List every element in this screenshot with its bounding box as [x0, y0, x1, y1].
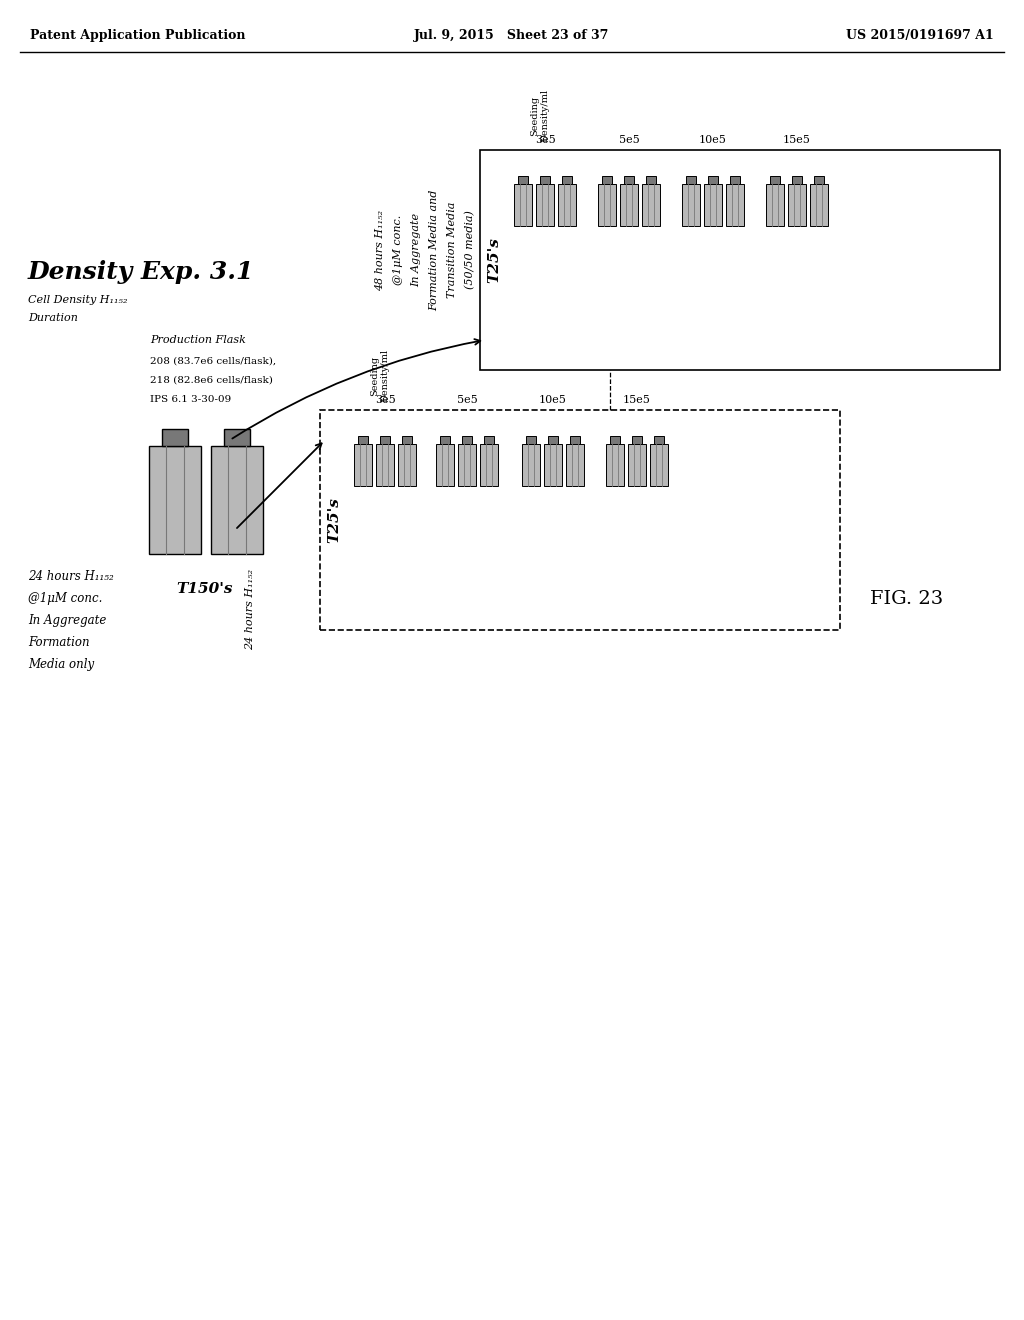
Text: Density Exp. 3.1: Density Exp. 3.1: [28, 260, 254, 284]
Bar: [462, 436, 472, 444]
Bar: [646, 176, 656, 183]
Text: T150's: T150's: [177, 582, 233, 597]
Text: T25's: T25's: [487, 238, 501, 282]
Bar: [726, 183, 744, 226]
Text: (50/50 media): (50/50 media): [465, 211, 475, 289]
Bar: [708, 176, 718, 183]
Bar: [518, 176, 528, 183]
Text: 5e5: 5e5: [618, 135, 639, 145]
Text: FIG. 23: FIG. 23: [870, 590, 943, 609]
Bar: [792, 176, 802, 183]
Text: Formation Media and: Formation Media and: [429, 189, 439, 310]
Text: Patent Application Publication: Patent Application Publication: [30, 29, 246, 41]
Bar: [480, 150, 1000, 370]
Bar: [548, 436, 558, 444]
Text: In Aggregate: In Aggregate: [411, 213, 421, 286]
Bar: [705, 183, 722, 226]
Bar: [224, 429, 250, 446]
Bar: [624, 176, 634, 183]
Bar: [682, 183, 700, 226]
Bar: [606, 444, 624, 486]
Bar: [440, 436, 450, 444]
Text: Cell Density H₁₁₅₂: Cell Density H₁₁₅₂: [28, 294, 128, 305]
Text: In Aggregate: In Aggregate: [28, 614, 106, 627]
Bar: [436, 444, 454, 486]
Bar: [566, 444, 584, 486]
Text: 48 hours H₁₁₅₂: 48 hours H₁₁₅₂: [375, 210, 385, 290]
Bar: [358, 436, 368, 444]
Bar: [402, 436, 412, 444]
Text: T25's: T25's: [327, 498, 341, 543]
Text: 24 hours H₁₁₅₂: 24 hours H₁₁₅₂: [28, 570, 114, 583]
Bar: [654, 436, 664, 444]
Text: 10e5: 10e5: [539, 395, 567, 405]
Bar: [458, 444, 476, 486]
Text: 15e5: 15e5: [783, 135, 811, 145]
Bar: [620, 183, 638, 226]
Text: Production Flask: Production Flask: [150, 335, 246, 345]
Bar: [536, 183, 554, 226]
Bar: [319, 411, 840, 630]
Text: IPS 6.1 3-30-09: IPS 6.1 3-30-09: [150, 395, 231, 404]
Bar: [570, 436, 580, 444]
Bar: [602, 176, 612, 183]
Bar: [814, 176, 824, 183]
Bar: [686, 176, 696, 183]
Bar: [150, 446, 201, 554]
Text: 15e5: 15e5: [623, 395, 651, 405]
Bar: [480, 444, 498, 486]
Text: @1μM conc.: @1μM conc.: [393, 215, 403, 285]
Text: 5e5: 5e5: [457, 395, 477, 405]
Text: 10e5: 10e5: [699, 135, 727, 145]
Text: Media only: Media only: [28, 657, 94, 671]
Bar: [642, 183, 660, 226]
Bar: [514, 183, 532, 226]
Text: US 2015/0191697 A1: US 2015/0191697 A1: [846, 29, 994, 41]
Bar: [544, 444, 562, 486]
Text: 3e5: 3e5: [535, 135, 555, 145]
Text: Jul. 9, 2015   Sheet 23 of 37: Jul. 9, 2015 Sheet 23 of 37: [415, 29, 609, 41]
Bar: [598, 183, 616, 226]
Text: Seeding
Density/ml: Seeding Density/ml: [371, 348, 390, 403]
Text: 24 hours H₁₁₅₂: 24 hours H₁₁₅₂: [245, 569, 255, 649]
Bar: [810, 183, 828, 226]
Text: 218 (82.8e6 cells/flask): 218 (82.8e6 cells/flask): [150, 376, 272, 385]
Bar: [162, 429, 188, 446]
Bar: [354, 444, 372, 486]
Text: 208 (83.7e6 cells/flask),: 208 (83.7e6 cells/flask),: [150, 356, 276, 366]
Text: Duration: Duration: [28, 313, 78, 323]
Bar: [788, 183, 806, 226]
Bar: [398, 444, 416, 486]
Text: 3e5: 3e5: [375, 395, 395, 405]
Bar: [770, 176, 780, 183]
Bar: [562, 176, 572, 183]
Text: Transition Media: Transition Media: [447, 202, 457, 298]
Text: Seeding
Density/ml: Seeding Density/ml: [530, 88, 550, 143]
Bar: [610, 436, 620, 444]
Bar: [650, 444, 668, 486]
Bar: [522, 444, 540, 486]
Bar: [632, 436, 642, 444]
Bar: [540, 176, 550, 183]
Bar: [766, 183, 784, 226]
Text: @1μM conc.: @1μM conc.: [28, 591, 102, 605]
Bar: [628, 444, 646, 486]
Text: Formation: Formation: [28, 636, 90, 649]
Bar: [376, 444, 394, 486]
Bar: [484, 436, 494, 444]
Bar: [526, 436, 536, 444]
Bar: [730, 176, 740, 183]
Bar: [380, 436, 390, 444]
Bar: [558, 183, 575, 226]
Bar: [211, 446, 263, 554]
